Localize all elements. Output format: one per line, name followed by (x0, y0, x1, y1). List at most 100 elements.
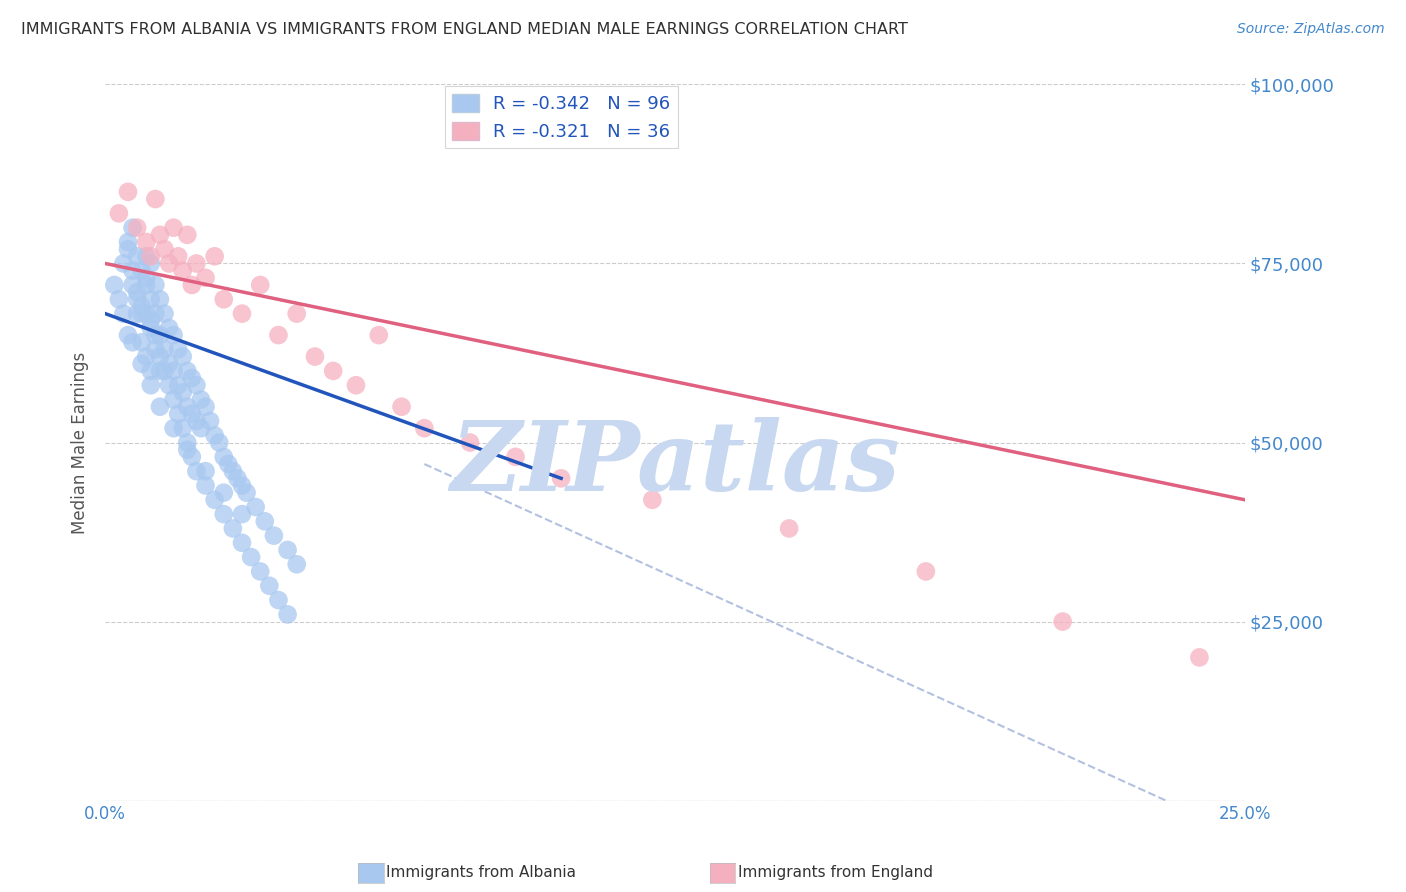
Point (131, 263, 153, 277)
Point (121, 277, 143, 292)
Point (121, 335, 143, 350)
Text: Immigrants from Albania: Immigrants from Albania (387, 865, 576, 880)
Point (176, 400, 198, 414)
Point (117, 235, 139, 249)
Point (121, 220, 143, 235)
Point (222, 521, 245, 535)
Point (413, 421, 436, 435)
Point (135, 277, 157, 292)
Point (127, 293, 149, 307)
Point (1188, 650, 1211, 665)
Point (176, 227, 198, 242)
Point (267, 328, 290, 343)
Point (131, 307, 153, 321)
Point (778, 521, 800, 535)
Point (1052, 615, 1074, 629)
Point (180, 277, 202, 292)
Point (231, 307, 253, 321)
Point (204, 249, 226, 263)
Text: IMMIGRANTS FROM ALBANIA VS IMMIGRANTS FROM ENGLAND MEDIAN MALE EARNINGS CORRELAT: IMMIGRANTS FROM ALBANIA VS IMMIGRANTS FR… (21, 22, 908, 37)
Point (172, 385, 194, 400)
Point (263, 528, 285, 542)
Point (153, 242, 176, 256)
Point (139, 314, 162, 328)
Y-axis label: Median Male Earnings: Median Male Earnings (72, 351, 89, 533)
Point (153, 307, 176, 321)
Point (259, 579, 281, 593)
Point (167, 249, 190, 263)
Point (162, 392, 184, 407)
Point (145, 328, 167, 343)
Point (641, 492, 664, 507)
Point (103, 277, 125, 292)
Point (204, 428, 226, 442)
Point (245, 500, 267, 514)
Point (180, 371, 202, 385)
Point (145, 343, 167, 357)
Point (176, 442, 198, 457)
Point (253, 514, 276, 528)
Point (367, 328, 389, 343)
Point (139, 256, 162, 270)
Point (186, 378, 208, 392)
Point (180, 450, 202, 464)
Point (550, 471, 572, 485)
Point (186, 414, 208, 428)
Point (285, 558, 308, 572)
Point (149, 328, 172, 343)
Point (212, 293, 235, 307)
Point (145, 307, 167, 321)
Point (217, 457, 239, 471)
Point (149, 227, 172, 242)
Point (344, 378, 367, 392)
Point (212, 450, 235, 464)
Point (190, 421, 212, 435)
Point (505, 450, 527, 464)
Point (204, 492, 226, 507)
Point (226, 471, 249, 485)
Point (222, 464, 245, 478)
Point (145, 277, 167, 292)
Point (139, 249, 162, 263)
Point (172, 263, 194, 277)
Point (162, 328, 184, 343)
Point (131, 357, 153, 371)
Point (127, 307, 149, 321)
Point (194, 270, 217, 285)
Point (235, 485, 257, 500)
Point (240, 550, 263, 565)
Point (194, 478, 217, 492)
Point (277, 607, 299, 622)
Point (172, 421, 194, 435)
Point (391, 400, 413, 414)
Point (135, 350, 157, 364)
Point (117, 242, 139, 256)
Point (231, 478, 253, 492)
Point (267, 593, 290, 607)
Point (322, 364, 344, 378)
Point (145, 192, 167, 206)
Point (139, 378, 162, 392)
Point (127, 249, 149, 263)
Point (190, 392, 212, 407)
Text: ZIPatlas: ZIPatlas (450, 417, 900, 511)
Point (131, 300, 153, 314)
Point (149, 364, 172, 378)
Point (176, 364, 198, 378)
Point (157, 357, 180, 371)
Point (117, 185, 139, 199)
Point (198, 414, 221, 428)
Point (194, 464, 217, 478)
Point (108, 206, 131, 220)
Point (167, 407, 190, 421)
Point (112, 256, 135, 270)
Point (127, 285, 149, 300)
Point (167, 378, 190, 392)
Point (186, 256, 208, 270)
Point (139, 321, 162, 335)
Point (149, 400, 172, 414)
Point (212, 507, 235, 521)
Point (176, 435, 198, 450)
Point (153, 343, 176, 357)
Point (121, 263, 143, 277)
